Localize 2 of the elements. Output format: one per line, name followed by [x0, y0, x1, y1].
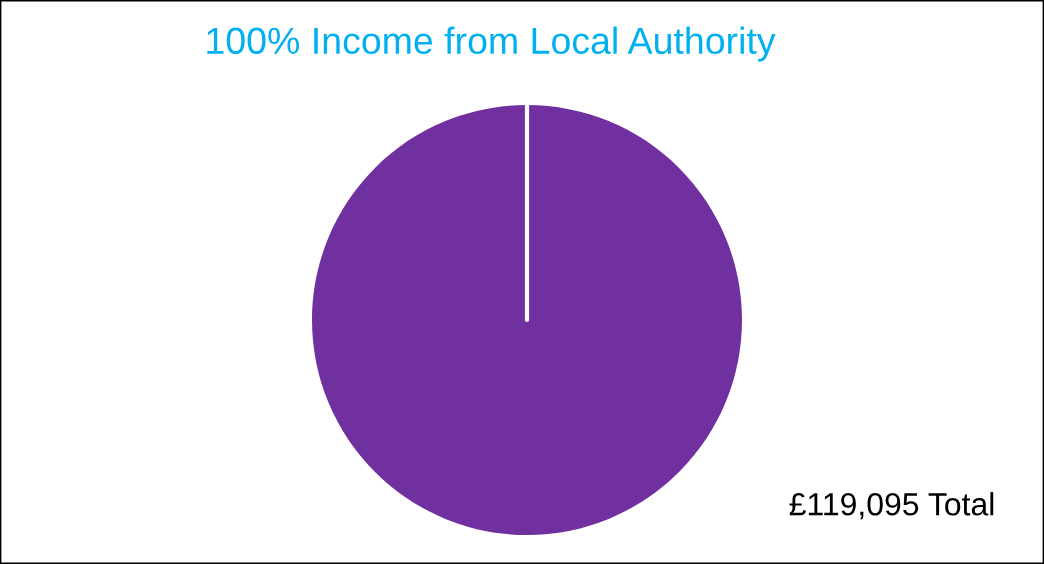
text: £119,095 Total	[789, 492, 994, 520]
chart-title: 100% Income from Local Authority	[207, 26, 776, 62]
